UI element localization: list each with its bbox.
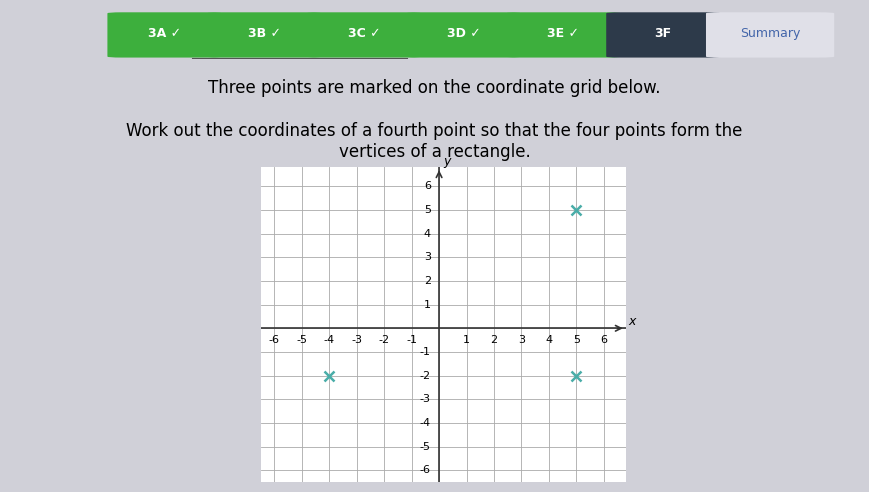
Text: 3E ✓: 3E ✓	[547, 27, 580, 40]
Text: 6: 6	[600, 336, 607, 345]
FancyBboxPatch shape	[307, 12, 421, 58]
Text: 3B ✓: 3B ✓	[248, 27, 281, 40]
Text: -3: -3	[351, 336, 362, 345]
Text: 1: 1	[424, 300, 431, 309]
FancyBboxPatch shape	[507, 12, 620, 58]
Text: -1: -1	[420, 347, 431, 357]
FancyBboxPatch shape	[706, 12, 834, 58]
Text: 6: 6	[424, 181, 431, 191]
FancyBboxPatch shape	[207, 12, 322, 58]
Text: -6: -6	[420, 465, 431, 475]
Text: Work out the coordinates of a fourth point so that the four points form the
vert: Work out the coordinates of a fourth poi…	[126, 122, 743, 161]
Text: -2: -2	[379, 336, 390, 345]
Text: 3: 3	[518, 336, 525, 345]
Text: -4: -4	[324, 336, 335, 345]
Text: -1: -1	[406, 336, 417, 345]
FancyBboxPatch shape	[607, 12, 720, 58]
Text: 2: 2	[424, 276, 431, 286]
Text: 2: 2	[490, 336, 498, 345]
Text: -5: -5	[420, 442, 431, 452]
Text: -5: -5	[296, 336, 308, 345]
Text: -2: -2	[420, 370, 431, 381]
Text: x: x	[628, 315, 636, 328]
FancyBboxPatch shape	[407, 12, 521, 58]
Text: Summary: Summary	[740, 27, 800, 40]
Text: 5: 5	[573, 336, 580, 345]
Text: 4: 4	[424, 229, 431, 239]
Text: 4: 4	[545, 336, 553, 345]
Text: -4: -4	[420, 418, 431, 428]
Text: 3D ✓: 3D ✓	[447, 27, 481, 40]
FancyBboxPatch shape	[108, 12, 222, 58]
Text: Three points are marked on the coordinate grid below.: Three points are marked on the coordinat…	[209, 79, 660, 97]
Text: 3A ✓: 3A ✓	[148, 27, 181, 40]
Text: 1: 1	[463, 336, 470, 345]
Text: 5: 5	[424, 205, 431, 215]
Text: y: y	[443, 155, 451, 168]
Text: -6: -6	[269, 336, 280, 345]
Text: 3: 3	[424, 252, 431, 262]
Text: -3: -3	[420, 394, 431, 404]
Text: 3F: 3F	[654, 27, 672, 40]
Text: 3C ✓: 3C ✓	[348, 27, 381, 40]
